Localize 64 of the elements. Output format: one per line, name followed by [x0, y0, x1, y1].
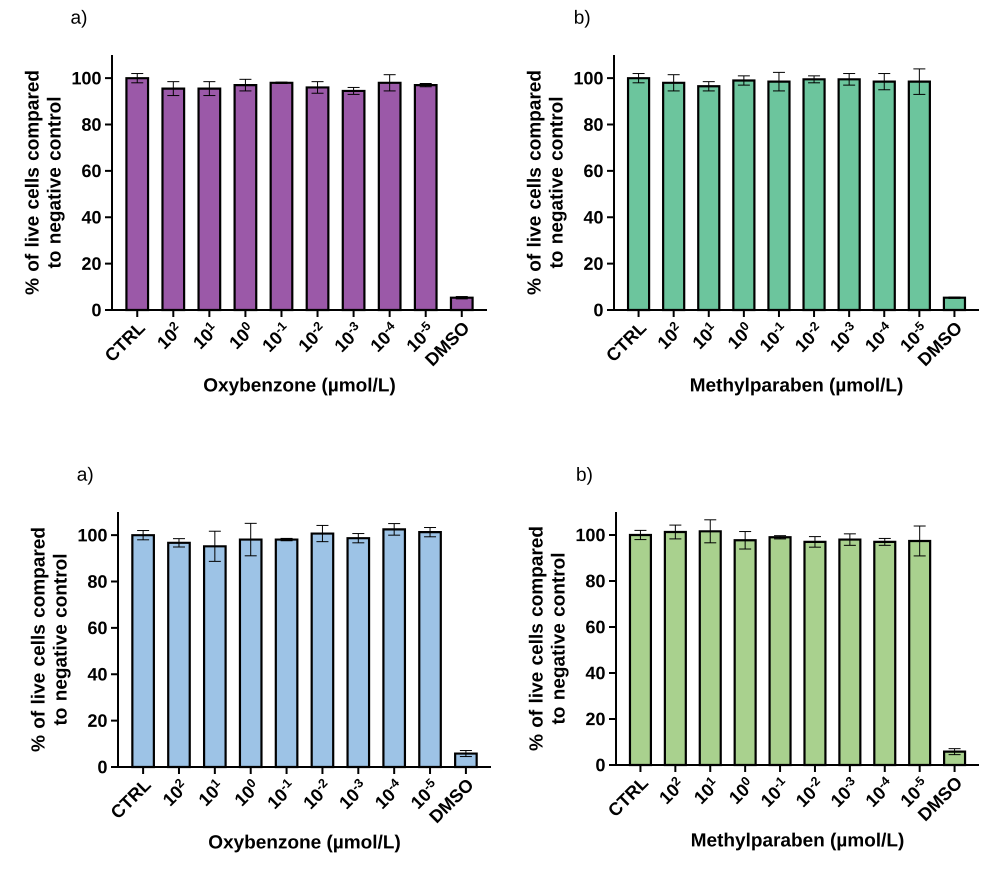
x-tick-label: 10$^{-3}$ — [340, 778, 363, 810]
y-tick-label: 40 — [586, 666, 605, 680]
y-axis-title: % of live cells compared to negative control — [526, 71, 567, 294]
y-tick-label: 20 — [584, 257, 603, 270]
x-tick-label: 10$^{0}$ — [230, 322, 250, 350]
y-tick-label: 40 — [82, 210, 101, 224]
x-tick-label: 10$^{-2}$ — [304, 778, 328, 810]
x-tick-label: 10$^{-3}$ — [830, 322, 854, 352]
y-tick-label: 60 — [82, 164, 101, 178]
y-tick-label: 20 — [88, 714, 107, 727]
chart-title: a) — [71, 10, 86, 28]
y-tick-label: 0 — [596, 758, 605, 772]
x-tick-label: 10$^{-3}$ — [335, 322, 358, 352]
y-tick-label: 40 — [88, 668, 107, 681]
y-tick-label: 100 — [574, 72, 603, 85]
x-tick-label: 10$^{0}$ — [728, 322, 748, 350]
x-tick-label: 10$^{1}$ — [694, 777, 716, 804]
y-tick-label: 0 — [92, 304, 101, 316]
x-tick-label: 10$^{-1}$ — [268, 779, 292, 810]
y-tick-label: 0 — [594, 304, 603, 316]
x-tick-label: 10$^{2}$ — [658, 322, 680, 350]
y-tick-label: 100 — [576, 528, 605, 542]
x-tick-label: 10$^{-1}$ — [762, 777, 786, 808]
x-tick-label: 10$^{-4}$ — [376, 778, 400, 810]
x-tick-label: 10$^{-2}$ — [796, 322, 820, 352]
y-axis-title: % of live cells compared to negative control — [24, 71, 65, 294]
x-tick-label: 10$^{-4}$ — [371, 321, 395, 352]
chart-title: a) — [78, 466, 92, 485]
y-tick-label: 60 — [584, 164, 603, 178]
x-tick-label: 10$^{2}$ — [660, 776, 681, 804]
x-tick-label: 10$^{-2}$ — [299, 322, 324, 352]
x-tick-label: 10$^{1}$ — [693, 322, 714, 350]
x-tick-label: 10$^{-1}$ — [263, 322, 288, 352]
x-tick-label: 10$^{-1}$ — [760, 322, 784, 352]
y-tick-label: 100 — [78, 528, 107, 542]
x-tick-label: 10$^{-4}$ — [866, 776, 890, 808]
y-axis-title: % of live cells compared to negative control — [30, 528, 71, 752]
y-tick-label: 20 — [82, 257, 101, 270]
x-tick-label: 10$^{2}$ — [164, 778, 184, 806]
x-axis-title: Methylparaben (µmol/L) — [692, 832, 904, 850]
y-tick-label: 80 — [586, 574, 605, 588]
x-tick-label: 10$^{-2}$ — [796, 776, 820, 808]
x-tick-label: 10$^{-3}$ — [832, 776, 854, 808]
y-tick-label: 0 — [98, 760, 107, 774]
chart-title: b) — [577, 467, 592, 485]
y-tick-label: 60 — [586, 620, 605, 634]
y-tick-label: 100 — [72, 72, 101, 85]
y-axis-title: % of live cells compared to negative control — [528, 527, 569, 750]
x-tick-label: 10$^{0}$ — [235, 779, 256, 806]
x-tick-label: 10$^{-4}$ — [866, 321, 890, 352]
x-axis-title: Methylparaben (µmol/L) — [690, 378, 902, 396]
y-tick-label: 80 — [584, 118, 603, 131]
x-tick-label: 10$^{1}$ — [199, 779, 220, 806]
y-tick-label: 80 — [82, 118, 101, 131]
x-tick-label: 10$^{1}$ — [194, 322, 215, 350]
x-axis-title: Oxybenzone (µmol/L) — [209, 834, 400, 852]
y-tick-label: 20 — [586, 712, 605, 726]
x-tick-label: 10$^{0}$ — [730, 777, 750, 804]
x-tick-label: 10$^{2}$ — [158, 322, 179, 350]
x-axis-title: Oxybenzone (µmol/L) — [204, 378, 395, 396]
y-tick-label: 40 — [584, 210, 603, 224]
y-tick-label: 80 — [88, 575, 107, 588]
chart-title: b) — [574, 10, 590, 28]
y-tick-label: 60 — [88, 622, 107, 634]
